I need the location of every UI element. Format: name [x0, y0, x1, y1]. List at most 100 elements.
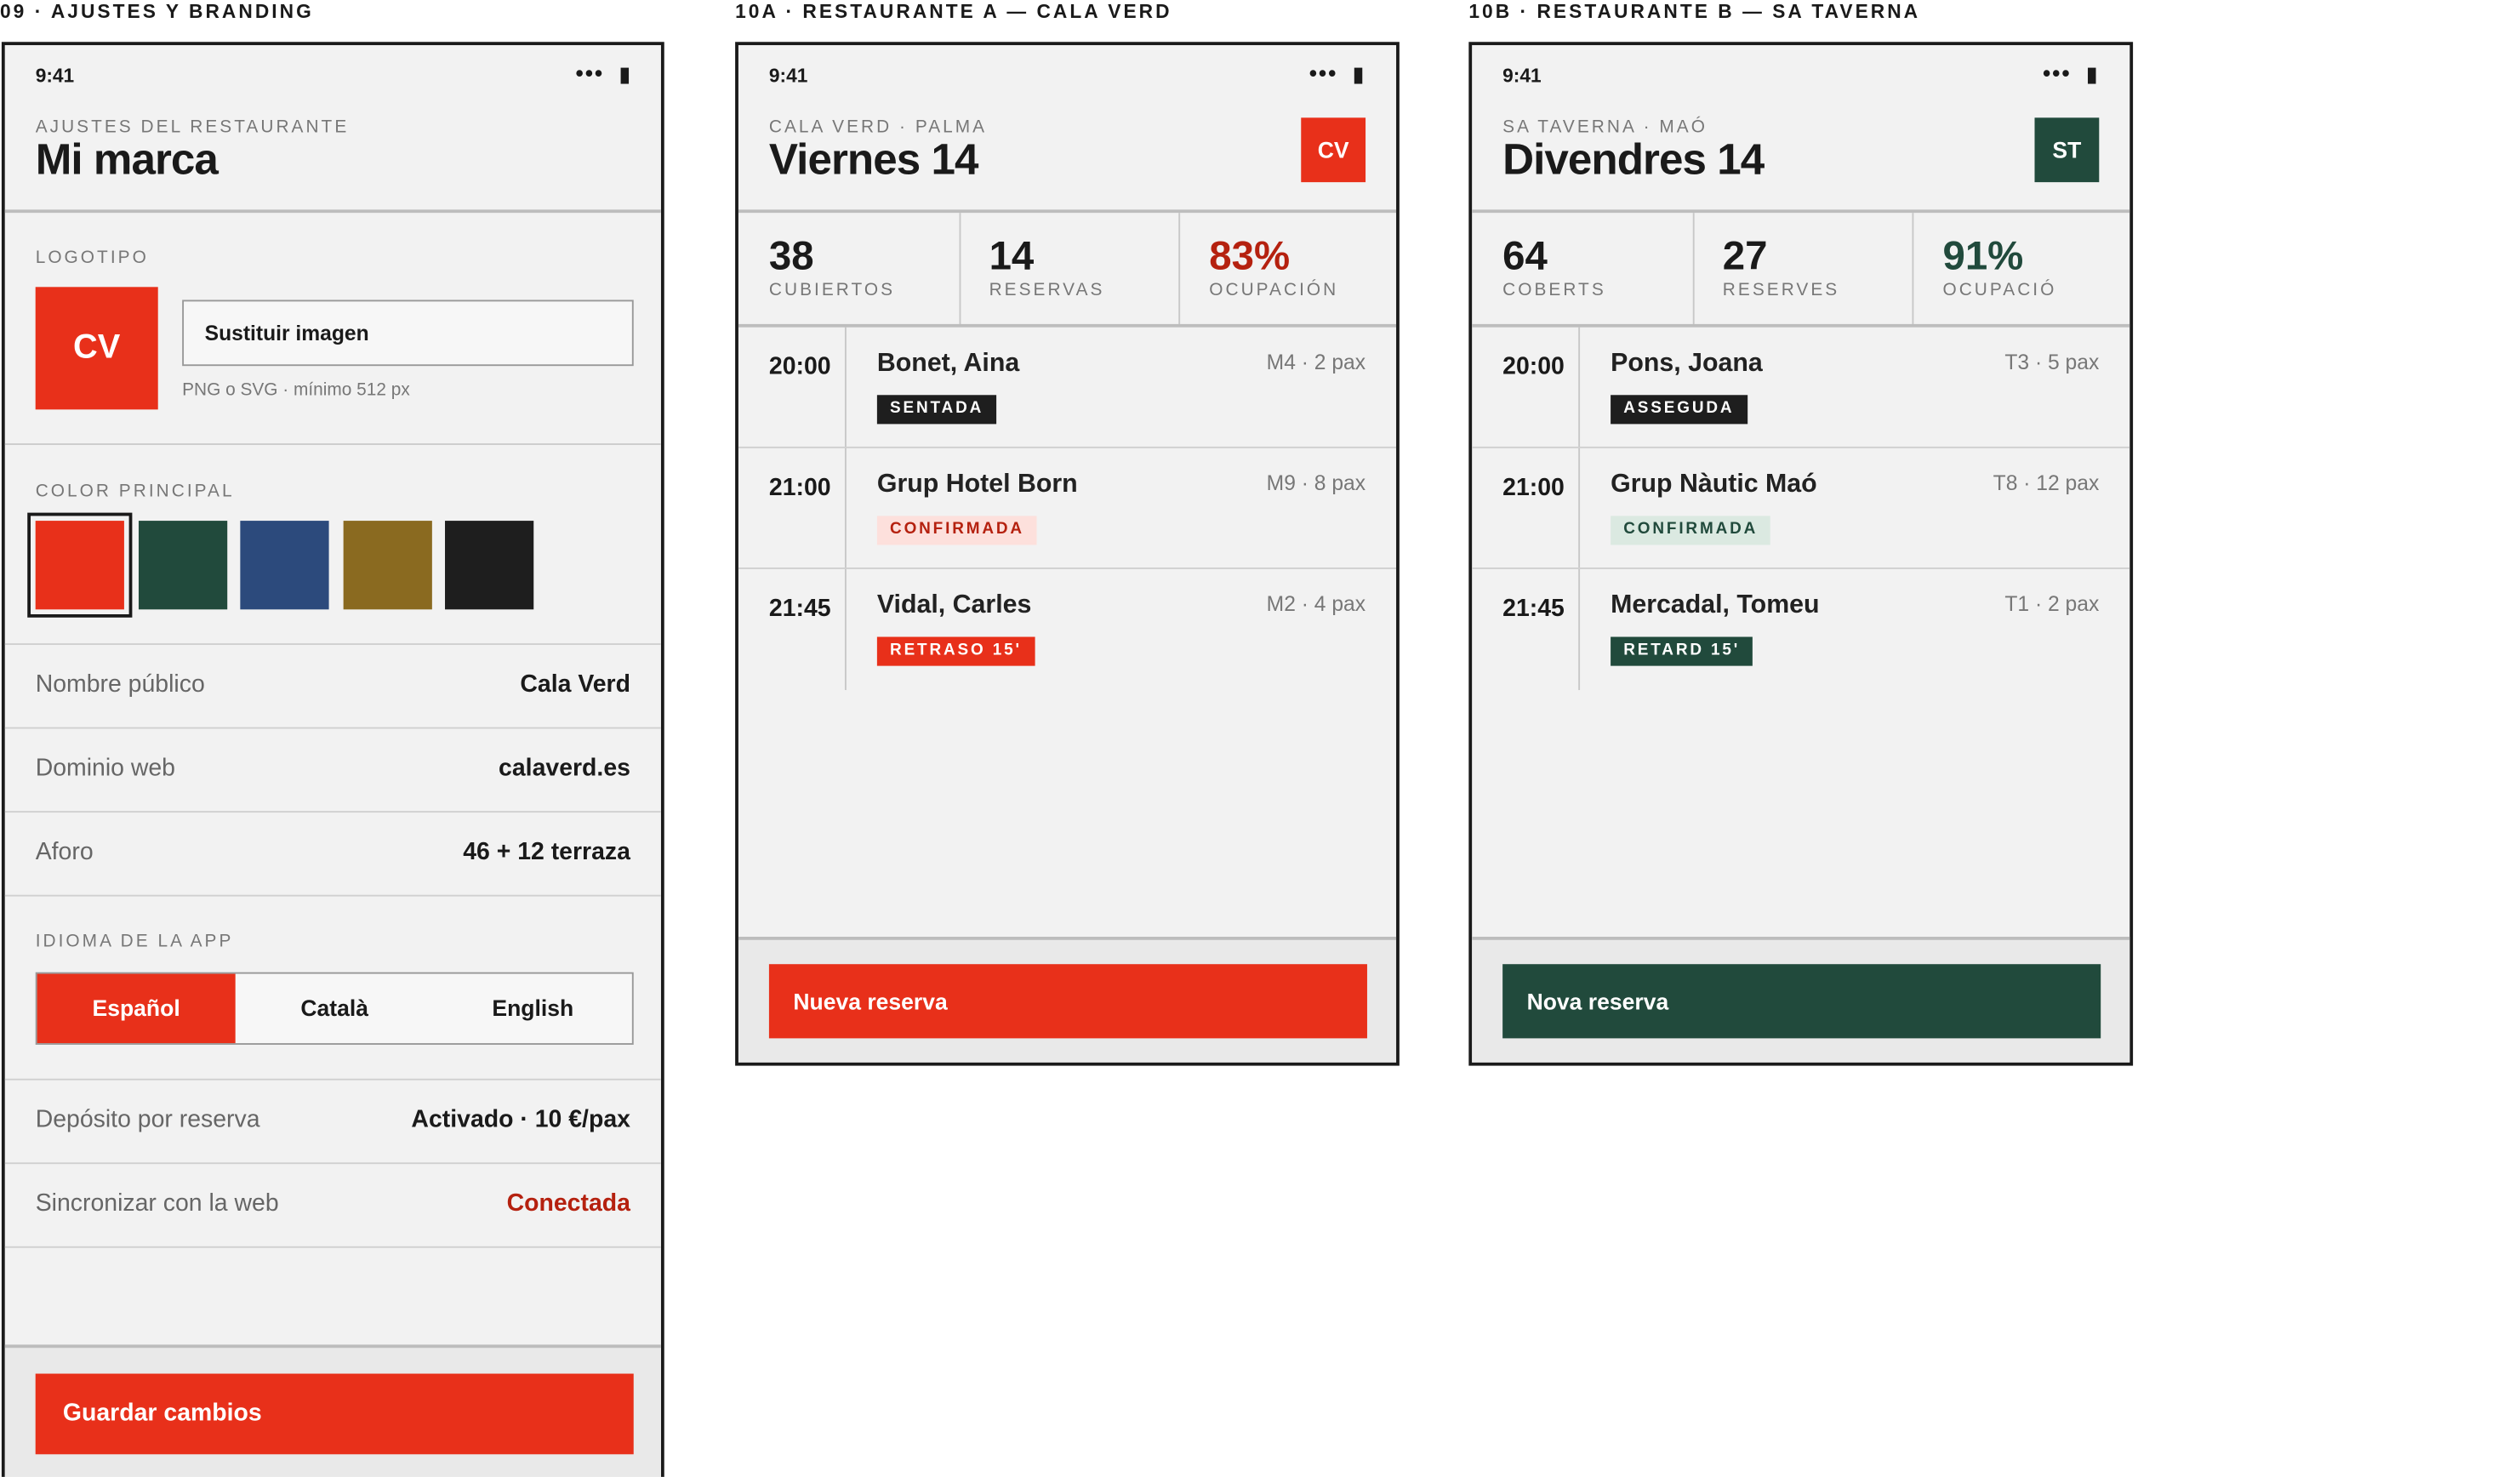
divider	[4, 727, 661, 729]
divider	[4, 443, 661, 446]
stat-label: RESERVES	[1722, 280, 1840, 300]
section-label: LOGOTIPO	[35, 248, 149, 268]
row-label: Nombre público	[35, 670, 205, 699]
logo: CV	[35, 287, 158, 410]
booking-name[interactable]: Mercadal, Tomeu	[1611, 591, 1820, 619]
divider	[738, 446, 1397, 448]
stat-value: 64	[1502, 233, 1548, 279]
stat-divider	[1912, 213, 1914, 326]
stat-label: RESERVAS	[989, 280, 1105, 300]
status-badge: CONFIRMADA	[876, 516, 1038, 545]
restaurant-screen: 9:41 ••• SA TAVERNA · MAÓ Divendres 14 ST 64 C…	[1468, 42, 2134, 1066]
booking-name[interactable]: Vidal, Carles	[876, 591, 1032, 619]
row-value: Activado · 10 €/pax	[411, 1105, 630, 1134]
settings-screen: 9:41 ••• AJUSTES DEL RESTAURANTE Mi marca LO…	[1, 42, 664, 1477]
row-value: Cala Verd	[520, 670, 630, 699]
color-swatch[interactable]	[342, 521, 431, 610]
stat-divider	[958, 213, 961, 326]
screen-caption: 09 · AJUSTES Y BRANDING	[0, 0, 314, 23]
language-option[interactable]: Español	[37, 973, 236, 1044]
time-rule	[1578, 448, 1581, 569]
title: Viernes 14	[768, 135, 979, 185]
status-badge: RETARD 15'	[1611, 636, 1753, 666]
booking-time: 21:45	[768, 595, 831, 623]
section-label: IDIOMA DE LA APP	[35, 932, 234, 952]
divider	[738, 209, 1397, 214]
color-swatch[interactable]	[240, 521, 329, 610]
battery	[2088, 67, 2096, 84]
time-rule	[1578, 568, 1581, 691]
stat-divider	[1178, 213, 1181, 326]
status-icons: •••	[2042, 60, 2072, 86]
screen-caption: 10A · RESTAURANTE A — CALA VERD	[735, 0, 1172, 23]
battery	[1354, 67, 1363, 84]
status-time: 9:41	[768, 64, 808, 88]
logo-hint: PNG o SVG · mínimo 512 px	[182, 380, 410, 400]
row-value: 46 + 12 terraza	[463, 838, 630, 866]
status-badge: ASSEGUDA	[1611, 395, 1747, 425]
stat-value: 14	[989, 233, 1035, 279]
booking-name[interactable]: Grup Nàutic Maó	[1611, 470, 1817, 499]
language-option[interactable]: English	[492, 995, 574, 1021]
booking-time: 20:00	[1502, 353, 1565, 381]
stat-label: COBERTS	[1502, 280, 1606, 300]
booking-time: 21:45	[1502, 595, 1565, 623]
color-swatch[interactable]	[27, 512, 133, 618]
replace-button[interactable]: Sustituir imagen	[182, 299, 634, 367]
stat-value: 83%	[1209, 233, 1291, 279]
stat-label: OCUPACIÓN	[1209, 280, 1339, 300]
divider	[1472, 446, 2130, 448]
row-label: Aforo	[35, 838, 94, 866]
booking-meta: T1 · 2 pax	[2004, 591, 2100, 616]
booking-name[interactable]: Grup Hotel Born	[876, 470, 1078, 499]
time-rule	[844, 568, 847, 691]
language-selector: Español Català English	[35, 972, 634, 1045]
booking-meta: T3 · 5 pax	[2004, 350, 2100, 374]
booking-meta: M4 · 2 pax	[1266, 350, 1366, 374]
restaurant-screen: 9:41 ••• CALA VERD · PALMA Viernes 14 CV 38 CU…	[735, 42, 1400, 1066]
divider	[4, 1246, 661, 1248]
booking-name[interactable]: Bonet, Aina	[876, 350, 1020, 378]
row-value: calaverd.es	[499, 754, 630, 783]
brand-badge: ST	[2034, 117, 2100, 183]
divider	[4, 209, 661, 214]
booking-time: 20:00	[768, 353, 831, 381]
color-swatch[interactable]	[138, 521, 227, 610]
save-button[interactable]: Guardar cambios	[35, 1373, 634, 1455]
new-booking-button[interactable]: Nueva reserva	[768, 964, 1367, 1039]
stat-label: CUBIERTOS	[768, 280, 896, 300]
stat-value: 27	[1722, 233, 1768, 279]
booking-meta: T8 · 12 pax	[1993, 470, 2100, 495]
color-swatch[interactable]	[445, 521, 534, 610]
screen-caption: 10B · RESTAURANTE B — SA TAVERNA	[1468, 0, 1921, 23]
booking-meta: M2 · 4 pax	[1266, 591, 1366, 616]
status-icons: •••	[575, 60, 605, 86]
status-time: 9:41	[1502, 64, 1542, 88]
divider	[4, 894, 661, 897]
row-label: Dominio web	[35, 754, 176, 783]
divider	[4, 811, 661, 813]
status-badge: RETRASO 15'	[876, 636, 1035, 666]
new-booking-button[interactable]: Nova reserva	[1502, 964, 2101, 1039]
kicker: AJUSTES DEL RESTAURANTE	[35, 117, 350, 138]
divider	[4, 643, 661, 645]
kicker: CALA VERD · PALMA	[768, 117, 988, 138]
stat-label: OCUPACIÓ	[1942, 280, 2057, 300]
stat-divider	[1691, 213, 1694, 326]
row-label: Sincronizar con la web	[35, 1189, 279, 1218]
time-rule	[844, 448, 847, 569]
stat-value: 38	[768, 233, 814, 279]
title: Divendres 14	[1502, 135, 1765, 185]
booking-name[interactable]: Pons, Joana	[1611, 350, 1763, 378]
status-time: 9:41	[35, 64, 75, 88]
divider	[1472, 323, 2130, 328]
divider	[738, 323, 1397, 328]
row-label: Depósito por reserva	[35, 1105, 260, 1134]
brand-badge: CV	[1301, 117, 1366, 183]
time-rule	[1578, 327, 1581, 448]
language-option[interactable]: Català	[300, 995, 369, 1021]
status-badge: SENTADA	[876, 395, 997, 425]
divider	[4, 1078, 661, 1081]
